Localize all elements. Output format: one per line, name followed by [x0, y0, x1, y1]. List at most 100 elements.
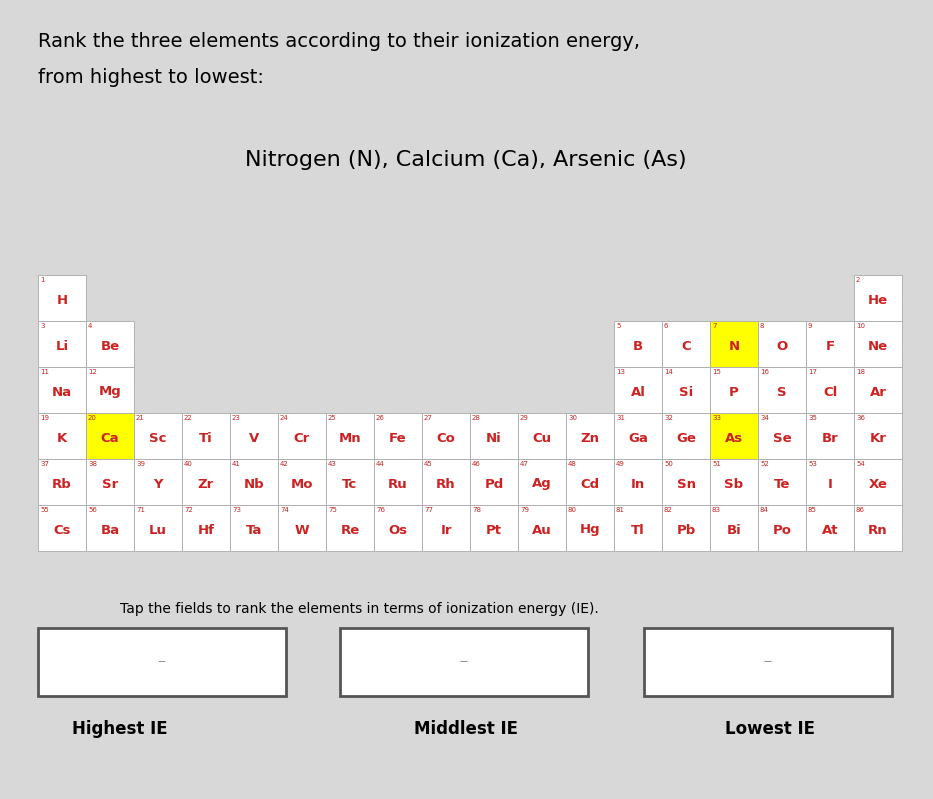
Text: 85: 85 — [808, 507, 817, 513]
Text: 34: 34 — [760, 415, 769, 421]
Bar — [470, 505, 518, 551]
Bar — [662, 367, 710, 413]
Text: Sc: Sc — [149, 431, 167, 444]
Bar — [38, 413, 86, 459]
Bar — [422, 505, 470, 551]
Bar — [758, 459, 806, 505]
Text: Cl: Cl — [823, 385, 837, 399]
Bar — [710, 367, 758, 413]
Text: 86: 86 — [856, 507, 865, 513]
Text: Mn: Mn — [339, 431, 361, 444]
Bar — [614, 505, 662, 551]
Bar — [230, 505, 278, 551]
Text: Ni: Ni — [486, 431, 502, 444]
Bar — [374, 505, 422, 551]
Bar — [86, 505, 134, 551]
Bar — [518, 413, 566, 459]
Text: Br: Br — [822, 431, 839, 444]
Bar — [326, 459, 374, 505]
Bar — [38, 367, 86, 413]
Text: Re: Re — [341, 523, 359, 536]
Bar — [806, 505, 854, 551]
Bar — [662, 505, 710, 551]
Text: 3: 3 — [40, 323, 45, 329]
Text: Rank the three elements according to their ionization energy,: Rank the three elements according to the… — [38, 32, 640, 51]
Text: Si: Si — [679, 385, 693, 399]
Text: 39: 39 — [136, 461, 145, 467]
Bar — [134, 505, 182, 551]
Bar — [422, 459, 470, 505]
Text: 7: 7 — [712, 323, 717, 329]
Text: Be: Be — [101, 340, 119, 352]
Text: 4: 4 — [88, 323, 92, 329]
Text: Hf: Hf — [198, 523, 215, 536]
Bar — [614, 321, 662, 367]
Text: 24: 24 — [280, 415, 288, 421]
Bar — [758, 367, 806, 413]
Bar — [854, 413, 902, 459]
Bar — [566, 413, 614, 459]
Bar — [86, 459, 134, 505]
Text: 49: 49 — [616, 461, 625, 467]
Bar — [854, 459, 902, 505]
Text: 31: 31 — [616, 415, 625, 421]
Bar — [854, 321, 902, 367]
Text: Rn: Rn — [869, 523, 888, 536]
Text: 25: 25 — [328, 415, 337, 421]
Text: 76: 76 — [376, 507, 385, 513]
Text: Zn: Zn — [580, 431, 600, 444]
Text: 79: 79 — [520, 507, 529, 513]
Text: S: S — [777, 385, 787, 399]
Bar — [134, 459, 182, 505]
Bar — [470, 459, 518, 505]
Text: At: At — [822, 523, 838, 536]
Text: 47: 47 — [520, 461, 529, 467]
Bar — [662, 321, 710, 367]
Text: N: N — [729, 340, 740, 352]
Bar — [134, 413, 182, 459]
Text: Hg: Hg — [579, 523, 600, 536]
Bar — [278, 413, 326, 459]
Text: Pb: Pb — [676, 523, 696, 536]
Text: Sn: Sn — [676, 478, 695, 491]
Text: Bi: Bi — [727, 523, 742, 536]
Text: 19: 19 — [40, 415, 49, 421]
Text: 46: 46 — [472, 461, 480, 467]
Text: Fe: Fe — [389, 431, 407, 444]
Text: 73: 73 — [232, 507, 241, 513]
Text: 30: 30 — [568, 415, 577, 421]
Text: 51: 51 — [712, 461, 721, 467]
Bar — [182, 413, 230, 459]
Text: 23: 23 — [232, 415, 241, 421]
Bar — [38, 321, 86, 367]
Text: Y: Y — [153, 478, 162, 491]
Text: Ca: Ca — [101, 431, 119, 444]
Bar — [278, 459, 326, 505]
Text: P: P — [729, 385, 739, 399]
Text: Ti: Ti — [199, 431, 213, 444]
Text: --: -- — [158, 655, 166, 669]
Text: Zr: Zr — [198, 478, 215, 491]
Text: 78: 78 — [472, 507, 481, 513]
Text: 72: 72 — [184, 507, 193, 513]
Bar — [38, 505, 86, 551]
Text: 56: 56 — [88, 507, 97, 513]
Bar — [758, 505, 806, 551]
Text: 42: 42 — [280, 461, 288, 467]
Text: Nitrogen (N), Calcium (Ca), Arsenic (As): Nitrogen (N), Calcium (Ca), Arsenic (As) — [245, 150, 687, 170]
Text: Pd: Pd — [484, 478, 504, 491]
Text: 55: 55 — [40, 507, 49, 513]
Text: 13: 13 — [616, 369, 625, 375]
Bar — [566, 459, 614, 505]
Text: V: V — [249, 431, 259, 444]
Text: Cu: Cu — [533, 431, 551, 444]
Text: 22: 22 — [184, 415, 193, 421]
Bar — [38, 275, 86, 321]
Text: 33: 33 — [712, 415, 721, 421]
Text: F: F — [826, 340, 834, 352]
Bar — [662, 413, 710, 459]
Text: 29: 29 — [520, 415, 529, 421]
Text: As: As — [725, 431, 743, 444]
Text: 54: 54 — [856, 461, 865, 467]
Text: 10: 10 — [856, 323, 865, 329]
